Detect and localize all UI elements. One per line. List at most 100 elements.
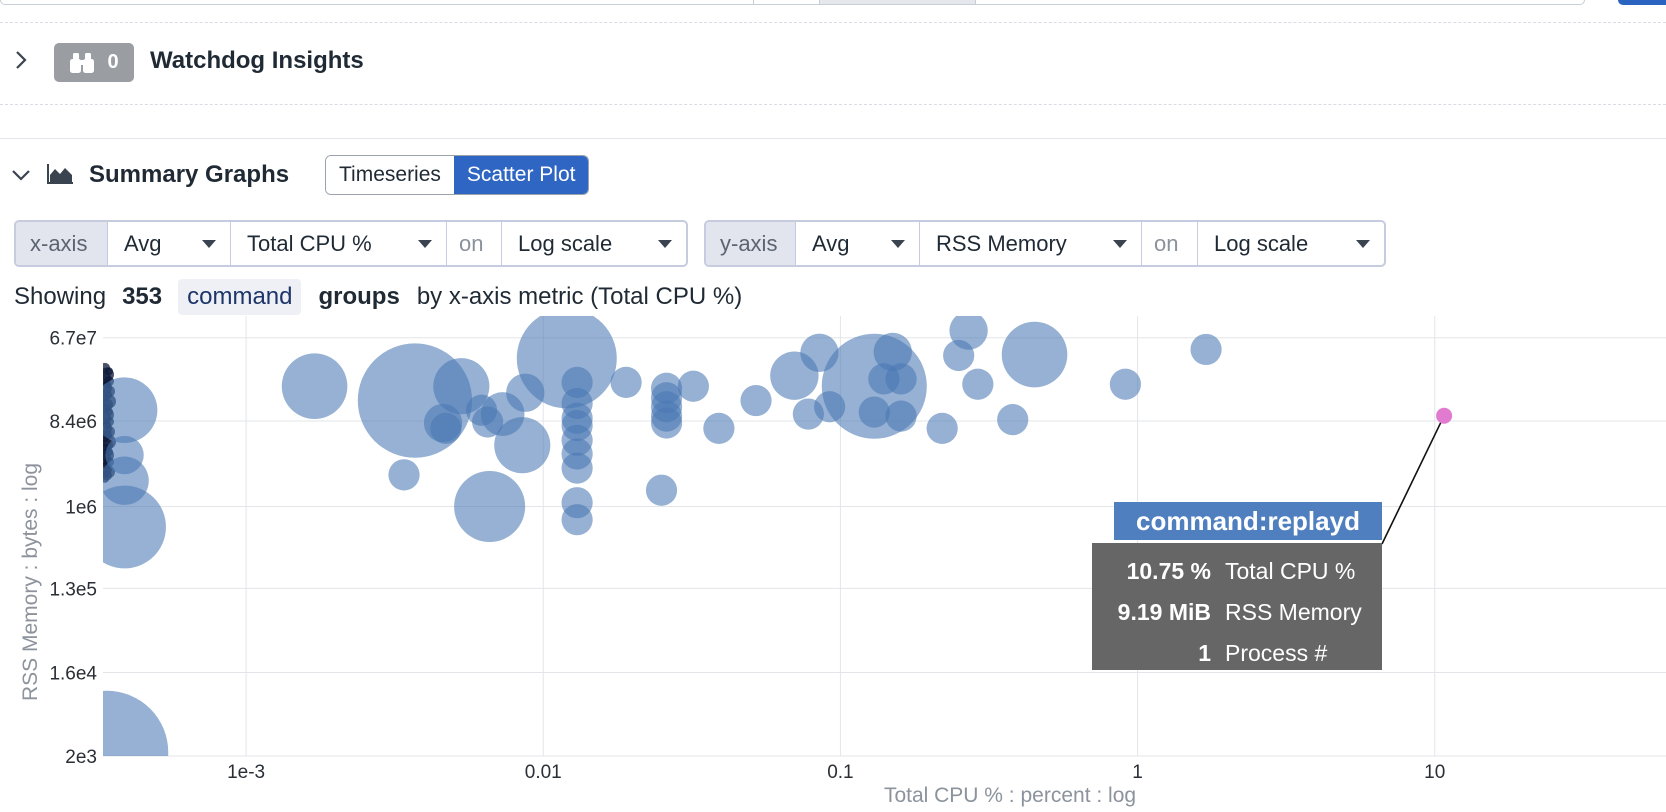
highlighted-point[interactable] [1436,407,1453,424]
x-axis-metric-select[interactable]: Total CPU % [231,222,447,265]
y-tick-label: 2e3 [65,747,97,768]
tooltip-value: 1 [1198,640,1211,666]
tooltip-row: 10.75 % Total CPU % [1092,551,1382,592]
data-point[interactable] [1109,368,1142,400]
tooltip-row: 9.19 MiB RSS Memory [1092,592,1382,633]
data-point[interactable] [430,412,462,444]
binoculars-icon [70,52,95,73]
y-tick-label: 8.4e6 [49,412,97,433]
x-axis-aggregation-select[interactable]: Avg [108,222,231,265]
showing-summary: Showing 353 command groups by x-axis met… [14,277,742,317]
showing-prefix: Showing [14,283,107,310]
divider [0,138,1666,139]
data-point[interactable] [858,396,890,428]
tab-timeseries[interactable]: Timeseries [326,156,454,194]
tick-labels: 1e-3 0.01 0.1 1 10 2e3 1.6e4 1.3e5 1e6 8.4e6 6.7e7 [49,329,1445,783]
area-chart-icon [47,164,73,184]
y-tick-label: 6.7e7 [49,329,97,350]
y-tick-label: 1.6e4 [49,664,97,685]
scatter-plot[interactable]: 1e-3 0.01 0.1 1 10 2e3 1.6e4 1.3e5 1e6 8.4e6 6.7e7… [0,316,1666,812]
data-point[interactable] [561,452,593,484]
x-tick-label: 0.01 [525,762,562,783]
x-tick-label: 1e-3 [227,762,265,783]
tab-scatter-plot[interactable]: Scatter Plot [453,156,589,194]
data-point[interactable] [494,417,551,474]
y-axis-title: RSS Memory : bytes : log [19,463,42,701]
tooltip-value: 10.75 % [1126,558,1211,584]
data-point[interactable] [281,353,348,420]
x-axis-scale-value: Log scale [518,230,613,256]
caret-down-icon [202,239,216,248]
y-axis-scale-select[interactable]: Log scale [1198,222,1384,265]
data-point[interactable] [1001,321,1068,388]
watchdog-badge: 0 [54,43,134,82]
y-axis-label: y-axis [706,222,796,265]
data-point[interactable] [677,370,709,402]
data-point[interactable] [650,407,683,439]
y-axis-aggregation-value: Avg [812,230,850,256]
y-axis-aggregation-select[interactable]: Avg [796,222,920,265]
highlight-layer [1381,407,1453,545]
divider [0,22,1666,23]
tooltip-value: 9.19 MiB [1117,599,1211,625]
data-point[interactable] [100,362,110,373]
caret-down-icon [1356,239,1370,248]
groups-label: groups [318,283,400,310]
x-axis-label: x-axis [16,222,108,265]
data-point[interactable] [92,377,158,444]
y-axis-on-label: on [1142,222,1198,265]
divider [0,104,1666,105]
x-tick-label: 1 [1132,762,1143,783]
data-point[interactable] [561,504,593,536]
caret-down-icon [418,239,432,248]
data-point[interactable] [454,470,526,543]
tooltip-metric: RSS Memory [1225,599,1362,625]
y-axis-metric-select[interactable]: RSS Memory [920,222,1142,265]
data-point[interactable] [45,690,169,812]
y-tick-label: 1.3e5 [49,579,97,600]
data-point[interactable] [885,400,917,432]
toolbar-remnant [0,0,1585,5]
x-axis-scale-select[interactable]: Log scale [502,222,686,265]
data-point[interactable] [83,485,166,569]
data-point[interactable] [610,366,642,398]
primary-button-remnant[interactable] [1618,0,1666,5]
tooltip-metric: Total CPU % [1225,558,1356,584]
tooltip-leader-line [1381,415,1445,545]
x-axis-aggregation-value: Avg [124,230,162,256]
data-point[interactable] [949,316,988,350]
y-axis-scale-value: Log scale [1214,230,1309,256]
chevron-right-icon[interactable] [10,49,32,71]
caret-down-icon [891,239,905,248]
x-axis-controls: x-axis Avg Total CPU % on Log scale [14,220,688,267]
data-point[interactable] [997,404,1029,436]
chevron-down-icon[interactable] [10,164,32,186]
data-point[interactable] [962,368,994,400]
data-point[interactable] [645,474,678,506]
data-point[interactable] [388,459,420,491]
tooltip-metric: Process # [1225,640,1328,666]
summary-graphs-title: Summary Graphs [89,161,290,188]
data-point[interactable] [740,384,772,417]
y-axis-metric-value: RSS Memory [936,230,1067,256]
tooltip-title: command:replayd [1114,502,1382,540]
data-point[interactable] [1190,333,1222,366]
x-tick-label: 0.1 [827,762,853,783]
tooltip-body: 10.75 % Total CPU % 9.19 MiB RSS Memory … [1092,543,1382,670]
data-point[interactable] [873,332,912,372]
view-toggle: Timeseries Scatter Plot [325,155,590,195]
y-tick-label: 1e6 [65,497,97,518]
data-point[interactable] [703,412,735,444]
x-axis-metric-value: Total CPU % [247,230,372,256]
x-axis-on-label: on [447,222,502,265]
x-axis-title: Total CPU % : percent : log [884,784,1136,807]
data-point[interactable] [926,412,958,444]
group-count: 353 [122,283,163,310]
data-point[interactable] [885,363,917,395]
caret-down-icon [658,239,672,248]
x-tick-label: 10 [1424,762,1445,783]
showing-suffix: by x-axis metric (Total CPU %) [416,283,743,310]
data-points [45,316,1222,812]
group-by-tag[interactable]: command [178,279,302,315]
